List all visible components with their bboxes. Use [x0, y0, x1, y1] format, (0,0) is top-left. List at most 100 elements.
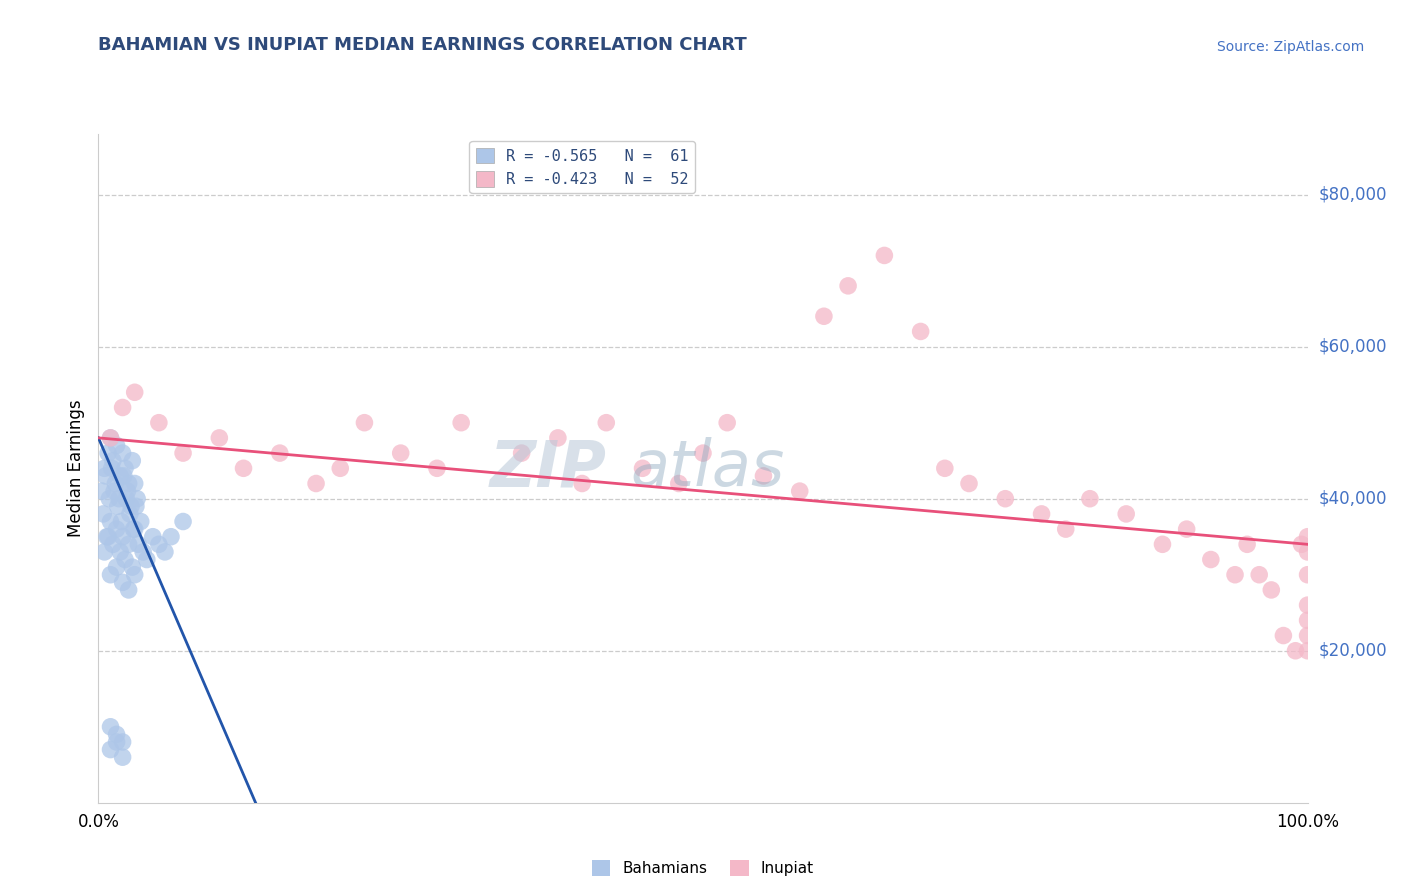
Point: [129, 515, 152, 529]
Point: [114, 461, 136, 475]
Point: [107, 500, 129, 514]
Point: [510, 446, 533, 460]
Point: [1296, 644, 1319, 658]
Point: [389, 446, 412, 460]
Point: [111, 446, 134, 460]
Point: [100, 742, 122, 756]
Point: [692, 446, 714, 460]
Point: [98, 491, 121, 506]
Point: [837, 278, 859, 293]
Point: [115, 491, 138, 506]
Point: [994, 491, 1017, 506]
Point: [1291, 537, 1313, 551]
Point: [111, 750, 134, 764]
Point: [127, 491, 149, 506]
Point: [121, 453, 143, 467]
Point: [96, 530, 118, 544]
Point: [1199, 552, 1222, 566]
Text: $80,000: $80,000: [1319, 186, 1388, 203]
Point: [172, 446, 194, 460]
Point: [269, 446, 291, 460]
Point: [1152, 537, 1174, 551]
Point: [1175, 522, 1198, 536]
Point: [132, 545, 155, 559]
Point: [104, 476, 127, 491]
Point: [160, 530, 183, 544]
Point: [716, 416, 738, 430]
Point: [752, 469, 775, 483]
Point: [571, 476, 593, 491]
Point: [111, 401, 134, 415]
Point: [100, 567, 122, 582]
Point: [124, 567, 146, 582]
Point: [1296, 628, 1319, 642]
Point: [100, 431, 122, 445]
Point: [1249, 567, 1271, 582]
Point: [595, 416, 617, 430]
Text: $40,000: $40,000: [1319, 490, 1388, 508]
Point: [1078, 491, 1101, 506]
Point: [111, 575, 134, 590]
Point: [124, 522, 146, 536]
Point: [813, 310, 835, 324]
Point: [101, 537, 124, 551]
Point: [110, 515, 132, 529]
Point: [1296, 545, 1319, 559]
Point: [148, 537, 170, 551]
Point: [108, 491, 131, 506]
Point: [105, 735, 128, 749]
Text: BAHAMIAN VS INUPIAT MEDIAN EARNINGS CORRELATION CHART: BAHAMIAN VS INUPIAT MEDIAN EARNINGS CORR…: [98, 36, 747, 54]
Point: [94, 469, 117, 483]
Point: [232, 461, 254, 475]
Text: Source: ZipAtlas.com: Source: ZipAtlas.com: [1216, 39, 1364, 54]
Point: [934, 461, 956, 475]
Point: [1260, 582, 1282, 597]
Point: [100, 720, 122, 734]
Point: [118, 582, 141, 597]
Point: [101, 453, 124, 467]
Point: [91, 484, 114, 499]
Y-axis label: Median Earnings: Median Earnings: [66, 400, 84, 537]
Point: [118, 507, 141, 521]
Point: [127, 537, 149, 551]
Point: [208, 431, 231, 445]
Point: [125, 500, 148, 514]
Point: [1272, 628, 1295, 642]
Point: [1296, 567, 1319, 582]
Point: [111, 735, 134, 749]
Point: [1031, 507, 1053, 521]
Point: [105, 438, 128, 452]
Legend: Bahamians, Inupiat: Bahamians, Inupiat: [586, 854, 820, 882]
Point: [112, 469, 135, 483]
Point: [100, 461, 122, 475]
Point: [172, 515, 194, 529]
Point: [450, 416, 472, 430]
Text: ZIP: ZIP: [489, 437, 606, 500]
Point: [100, 431, 122, 445]
Point: [97, 446, 120, 460]
Point: [105, 560, 128, 574]
Point: [122, 522, 145, 536]
Point: [1284, 644, 1306, 658]
Point: [111, 530, 134, 544]
Point: [631, 461, 654, 475]
Point: [1236, 537, 1258, 551]
Point: [1296, 530, 1319, 544]
Point: [103, 484, 125, 499]
Point: [1296, 613, 1319, 627]
Point: [1296, 598, 1319, 612]
Point: [142, 530, 165, 544]
Point: [108, 545, 131, 559]
Point: [117, 484, 139, 499]
Point: [1115, 507, 1137, 521]
Point: [124, 476, 146, 491]
Point: [118, 476, 141, 491]
Point: [121, 560, 143, 574]
Point: [118, 537, 141, 551]
Point: [873, 248, 896, 262]
Point: [329, 461, 352, 475]
Point: [93, 545, 115, 559]
Text: atlas: atlas: [630, 437, 785, 500]
Point: [114, 552, 136, 566]
Point: [100, 515, 122, 529]
